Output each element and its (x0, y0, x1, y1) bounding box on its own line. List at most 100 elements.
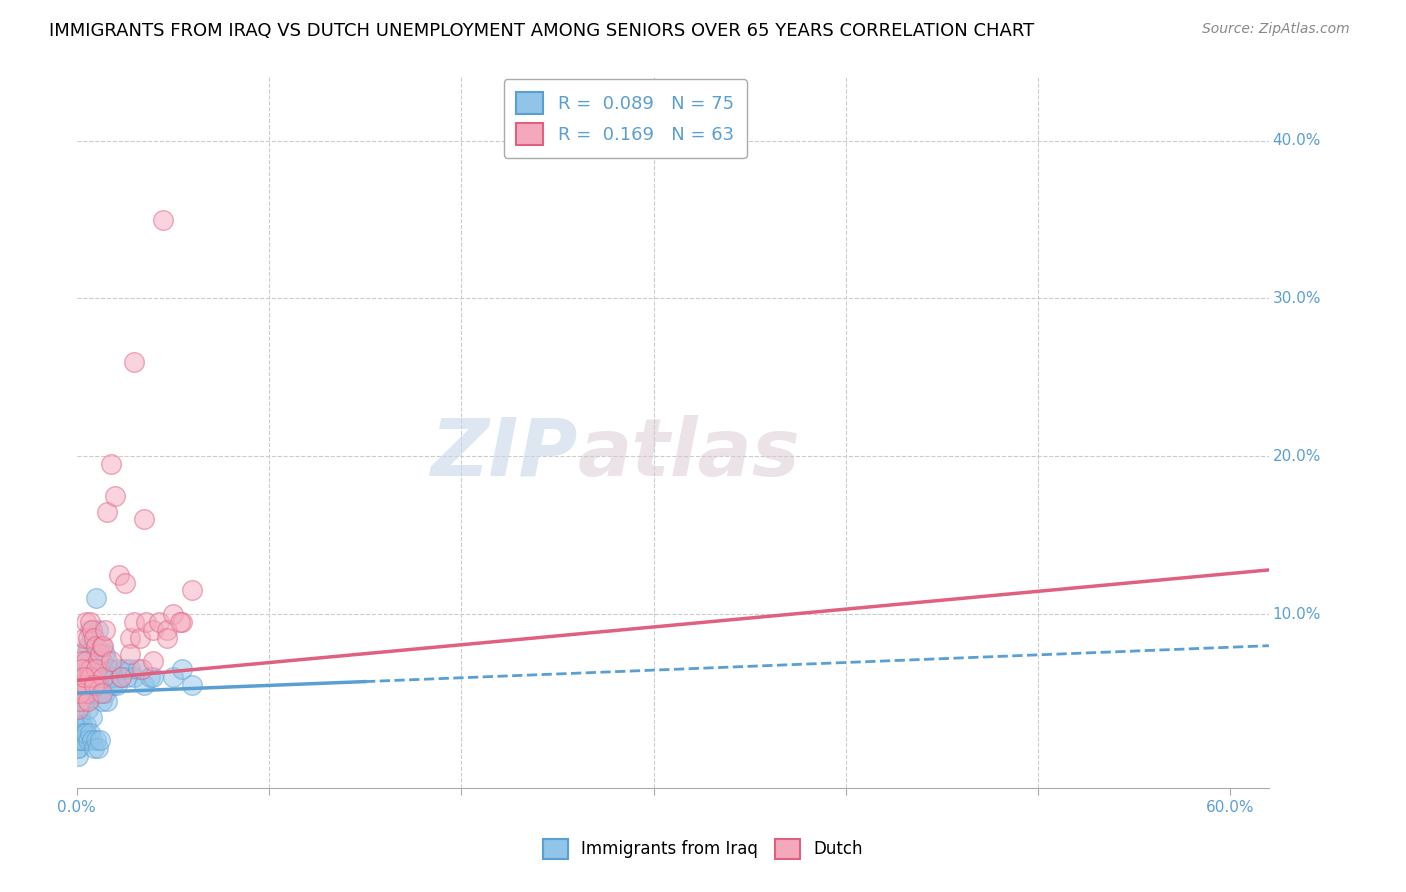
Text: 10.0%: 10.0% (1272, 607, 1320, 622)
Point (69, 670, 91, 684)
Point (73, 678, 96, 692)
Point (75, 717, 97, 731)
Legend: R =  0.089   N = 75, R =  0.169   N = 63: R = 0.089 N = 75, R = 0.169 N = 63 (503, 79, 747, 158)
Point (69, 733, 91, 747)
Point (181, 678, 204, 692)
Point (90, 686, 112, 700)
Point (120, 662, 142, 676)
Point (105, 678, 128, 692)
Point (83, 678, 105, 692)
Point (67, 686, 90, 700)
Point (120, 647, 142, 661)
Point (77, 733, 100, 747)
Point (67, 717, 90, 731)
Point (69, 647, 91, 661)
Point (83, 741, 105, 756)
Legend: Immigrants from Iraq, Dutch: Immigrants from Iraq, Dutch (537, 832, 869, 866)
Point (75, 615, 97, 629)
Text: ZIP: ZIP (430, 415, 578, 493)
Point (122, 670, 145, 684)
Point (80, 670, 103, 684)
Point (162, 670, 184, 684)
Point (100, 457, 122, 471)
Point (94, 647, 117, 661)
Point (110, 670, 132, 684)
Point (169, 615, 191, 629)
Point (96, 655, 118, 669)
Point (80, 623, 103, 637)
Point (94, 623, 117, 637)
Point (142, 670, 165, 684)
Point (148, 615, 170, 629)
Point (77, 702, 100, 716)
Point (77, 639, 100, 653)
Point (69, 725, 91, 739)
Point (98, 662, 121, 676)
Point (73, 631, 96, 645)
Point (100, 670, 122, 684)
Point (86, 670, 108, 684)
Point (67, 741, 90, 756)
Point (172, 615, 194, 629)
Point (129, 631, 152, 645)
Point (100, 655, 122, 669)
Point (96, 694, 118, 708)
Point (122, 615, 145, 629)
Point (80, 631, 103, 645)
Point (73, 670, 96, 684)
Point (72, 662, 94, 676)
Point (83, 631, 105, 645)
Point (84, 686, 107, 700)
Point (104, 670, 127, 684)
Point (69, 694, 91, 708)
Point (84, 678, 107, 692)
Point (75, 655, 97, 669)
Text: 20.0%: 20.0% (1272, 449, 1320, 464)
Point (108, 567, 131, 582)
Point (73, 725, 96, 739)
Point (104, 489, 127, 503)
Point (73, 725, 96, 739)
Point (80, 670, 103, 684)
Point (94, 686, 117, 700)
Point (79, 623, 101, 637)
Point (84, 733, 107, 747)
Point (93, 639, 115, 653)
Point (79, 615, 101, 629)
Point (132, 512, 155, 526)
Text: 30.0%: 30.0% (1272, 291, 1322, 306)
Point (86, 623, 108, 637)
Point (79, 725, 101, 739)
Text: Source: ZipAtlas.com: Source: ZipAtlas.com (1202, 22, 1350, 37)
Point (152, 212, 174, 227)
Point (181, 583, 204, 598)
Point (72, 733, 94, 747)
Point (67, 725, 90, 739)
Point (84, 647, 107, 661)
Point (80, 710, 103, 724)
Point (79, 655, 101, 669)
Point (79, 686, 101, 700)
Point (89, 733, 111, 747)
Point (86, 655, 108, 669)
Point (84, 639, 107, 653)
Point (142, 655, 165, 669)
Point (75, 678, 97, 692)
Point (108, 662, 131, 676)
Point (67, 733, 90, 747)
Point (67, 702, 90, 716)
Point (77, 670, 100, 684)
Point (114, 662, 136, 676)
Point (75, 694, 97, 708)
Point (84, 591, 107, 606)
Point (72, 694, 94, 708)
Point (115, 670, 138, 684)
Point (77, 631, 100, 645)
Point (72, 717, 94, 731)
Text: 40.0%: 40.0% (1272, 133, 1320, 148)
Point (172, 662, 194, 676)
Text: atlas: atlas (578, 415, 800, 493)
Point (69, 733, 91, 747)
Point (138, 670, 160, 684)
Point (72, 686, 94, 700)
